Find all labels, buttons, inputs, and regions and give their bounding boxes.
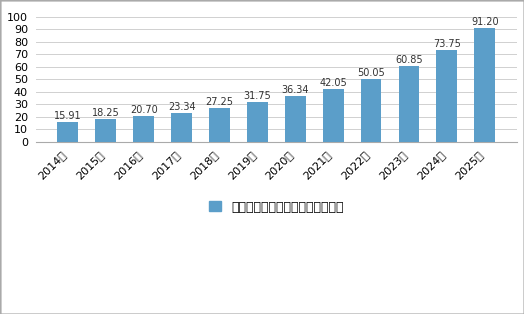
Bar [323,89,344,142]
Text: 91.20: 91.20 [471,17,498,27]
Text: 60.85: 60.85 [395,55,423,65]
Text: 36.34: 36.34 [281,85,309,95]
Text: 15.91: 15.91 [54,111,82,121]
Bar [436,50,457,142]
Text: 20.70: 20.70 [130,105,158,115]
Bar [95,119,116,142]
Bar [474,28,495,142]
Text: 42.05: 42.05 [319,78,347,88]
Bar [133,116,154,142]
Text: 27.25: 27.25 [205,97,234,107]
Legend: 全球水下机器人市场规模：亿美元: 全球水下机器人市场规模：亿美元 [209,201,344,214]
Text: 31.75: 31.75 [244,91,271,101]
Text: 23.34: 23.34 [168,102,195,112]
Bar [58,122,78,142]
Text: 18.25: 18.25 [92,108,119,118]
Bar [171,112,192,142]
Bar [361,79,381,142]
Bar [247,102,268,142]
Bar [209,108,230,142]
Bar [285,96,305,142]
Text: 50.05: 50.05 [357,68,385,78]
Text: 73.75: 73.75 [433,39,461,49]
Bar [399,66,419,142]
